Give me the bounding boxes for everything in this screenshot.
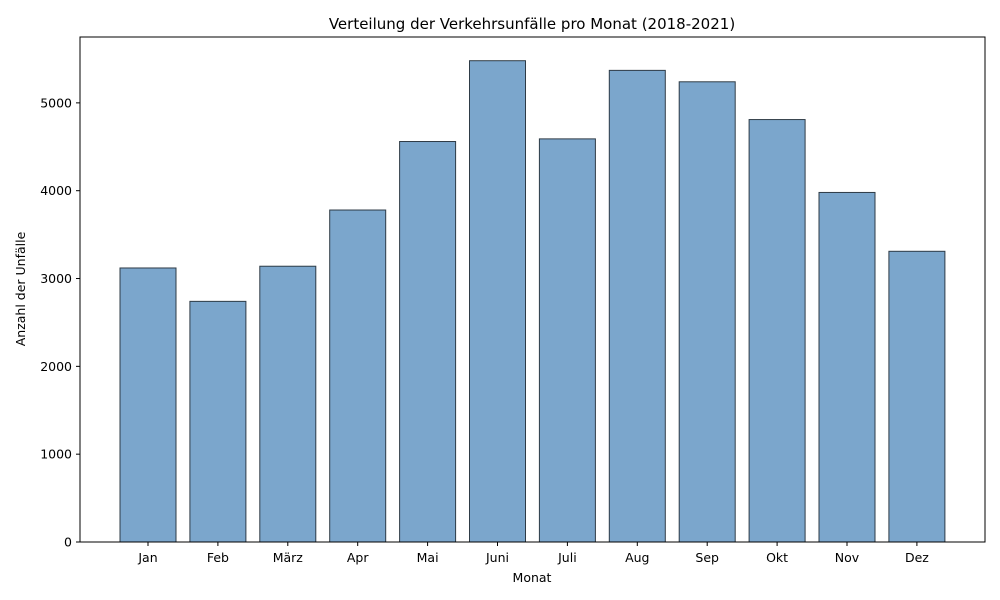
x-tick-label: Okt xyxy=(766,550,788,565)
y-tick-label: 5000 xyxy=(40,95,72,110)
bar-aug xyxy=(608,69,666,543)
x-tick-label: Dez xyxy=(905,550,929,565)
x-axis: Jan Feb März Apr Mai Juni Juli Aug Sep Okt Nov Dez xyxy=(137,542,929,565)
bar-sep xyxy=(678,81,736,543)
chart-title: Verteilung der Verkehrsunfälle pro Monat… xyxy=(329,15,735,33)
bars-group xyxy=(119,60,946,543)
bar-nov xyxy=(818,191,876,543)
x-axis-label: Monat xyxy=(513,570,552,585)
y-tick-label: 4000 xyxy=(40,183,72,198)
x-tick-label: Juli xyxy=(557,550,577,565)
y-axis: 0 1000 2000 3000 4000 5000 xyxy=(40,95,80,550)
bar-apr xyxy=(329,209,387,543)
bar-märz xyxy=(259,265,317,543)
x-tick-label: Jan xyxy=(137,550,157,565)
x-tick-label: Feb xyxy=(207,550,229,565)
bar-dez xyxy=(888,250,946,543)
x-tick-label: Sep xyxy=(695,550,719,565)
x-tick-label: Juni xyxy=(485,550,509,565)
y-axis-label: Anzahl der Unfälle xyxy=(13,231,28,346)
bar-okt xyxy=(748,119,806,543)
bar-juni xyxy=(469,60,526,543)
bar-juli xyxy=(538,138,596,543)
y-tick-label: 1000 xyxy=(40,447,72,462)
bar-jan xyxy=(119,267,177,543)
x-tick-label: Mai xyxy=(417,550,439,565)
y-tick-label: 0 xyxy=(64,535,72,550)
y-tick-label: 3000 xyxy=(40,271,72,286)
x-tick-label: Aug xyxy=(625,550,649,565)
x-tick-label: Nov xyxy=(835,550,860,565)
y-tick-label: 2000 xyxy=(40,359,72,374)
plot-frame xyxy=(79,36,986,543)
bar-mai xyxy=(399,141,457,543)
x-tick-label: März xyxy=(273,550,304,565)
bar-feb xyxy=(189,300,247,543)
x-tick-label: Apr xyxy=(347,550,369,565)
